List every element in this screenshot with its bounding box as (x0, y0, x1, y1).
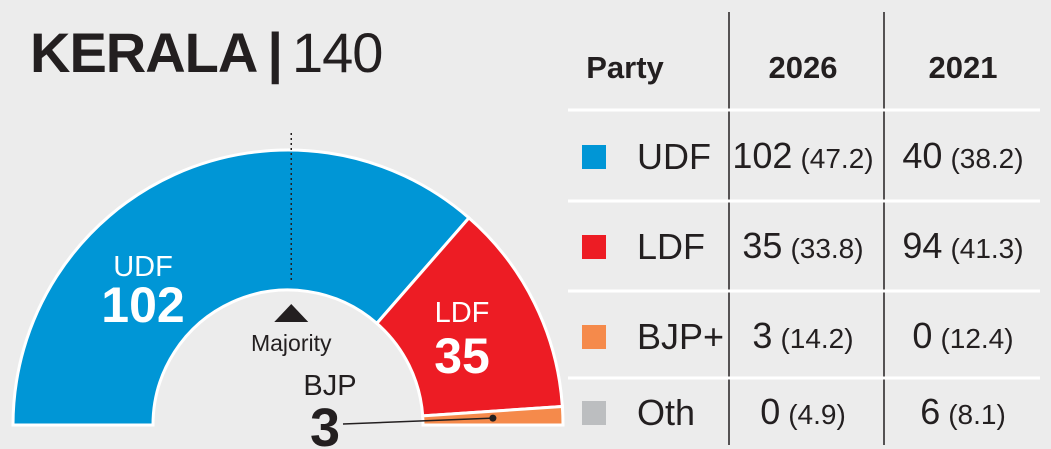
legend-swatch-oth (582, 401, 606, 425)
party-name: LDF (637, 226, 705, 267)
title-separator: | (267, 21, 283, 84)
table-header-1: Party (586, 50, 664, 85)
value-bjp: 3 (310, 398, 340, 449)
table-row: UDF 102 (47.2) 40 (38.2) (582, 135, 1024, 177)
table-header-2: 2026 (769, 50, 838, 85)
table-row: BJP+ 3 (14.2) 0 (12.4) (582, 315, 1014, 357)
table-header-3: 2021 (929, 50, 998, 85)
legend-swatch-bjp-plus (582, 325, 606, 349)
majority-arrow-icon (274, 304, 309, 322)
cell-2026: 102 (47.2) (732, 135, 873, 176)
vote-share-2021: (41.3) (950, 233, 1023, 264)
seats-2021: 6 (920, 391, 940, 432)
table-row: Oth 0 (4.9) 6 (8.1) (582, 391, 1006, 433)
cell-2026: 35 (33.8) (742, 225, 863, 266)
legend-swatch-udf (582, 145, 606, 169)
bjp-leader-dot (489, 414, 497, 422)
vote-share-2026: (33.8) (790, 233, 863, 264)
vote-share-2021: (12.4) (940, 323, 1013, 354)
label-udf: UDF (113, 251, 173, 283)
page-title: KERALA | 140 (30, 18, 383, 88)
slice-ldf (374, 215, 564, 418)
seats-2021: 40 (902, 135, 942, 176)
vote-share-2021: (8.1) (948, 399, 1006, 430)
label-bjp: BJP (303, 370, 356, 402)
party-name: UDF (637, 136, 711, 177)
table-row: LDF 35 (33.8) 94 (41.3) (582, 225, 1024, 267)
cell-2021: 40 (38.2) (902, 135, 1023, 176)
vote-share-2026: (47.2) (800, 143, 873, 174)
value-ldf: 35 (434, 328, 490, 384)
cell-2021: 6 (8.1) (920, 391, 1006, 432)
value-udf: 102 (101, 277, 184, 333)
bjp-leader-line (342, 417, 493, 425)
label-ldf: LDF (435, 297, 490, 329)
cell-2026: 0 (4.9) (760, 391, 846, 432)
vote-share-2026: (14.2) (780, 323, 853, 354)
seats-2021: 0 (912, 315, 932, 356)
cell-2021: 94 (41.3) (902, 225, 1023, 266)
cell-2021: 0 (12.4) (912, 315, 1013, 356)
majority-label: Majority (251, 330, 332, 356)
vote-share-2021: (38.2) (950, 143, 1023, 174)
seats-2021: 94 (902, 225, 942, 266)
seats-2026: 102 (732, 135, 792, 176)
seats-2026: 3 (752, 315, 772, 356)
state-name: KERALA (30, 21, 258, 84)
party-name: BJP+ (637, 316, 724, 357)
party-name: Oth (637, 392, 695, 433)
seats-2026: 35 (742, 225, 782, 266)
vote-share-2026: (4.9) (788, 399, 846, 430)
total-seats: 140 (292, 21, 383, 84)
seats-2026: 0 (760, 391, 780, 432)
slice-udf (11, 148, 472, 427)
legend-swatch-ldf (582, 235, 606, 259)
cell-2026: 3 (14.2) (752, 315, 853, 356)
